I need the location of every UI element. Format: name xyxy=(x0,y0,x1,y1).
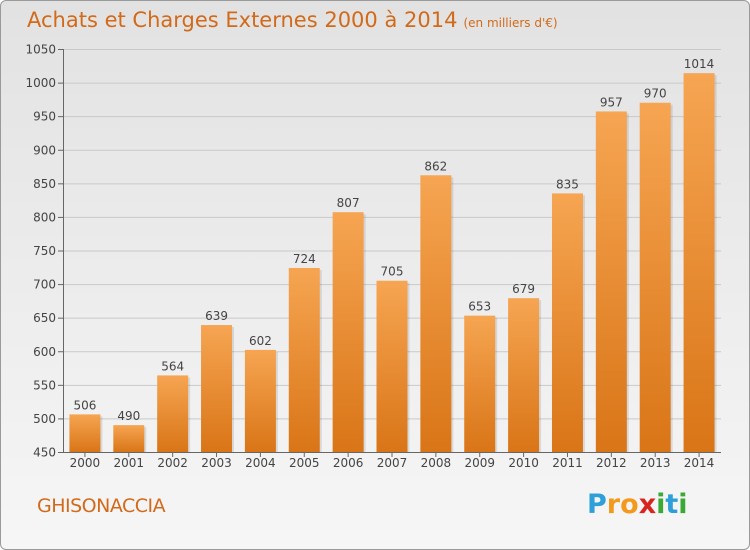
data-label: 724 xyxy=(293,252,316,266)
town-name: GHISONACCIA xyxy=(37,495,166,517)
x-tick-label: 2006 xyxy=(333,456,364,470)
logo-letter: P xyxy=(587,489,607,520)
logo-letter: o xyxy=(620,489,639,520)
y-tick-label: 500 xyxy=(33,412,56,426)
y-tick-label: 900 xyxy=(33,143,56,157)
data-label: 602 xyxy=(249,334,272,348)
bar-2000 xyxy=(69,414,101,452)
x-tick-label: 2012 xyxy=(596,456,627,470)
x-tick-label: 2005 xyxy=(289,456,320,470)
data-label: 835 xyxy=(556,177,579,191)
data-label: 1014 xyxy=(684,57,715,71)
bar-2001 xyxy=(113,425,145,452)
y-tick-label: 1050 xyxy=(25,43,56,57)
x-tick-label: 2002 xyxy=(157,456,188,470)
data-label: 705 xyxy=(381,265,404,279)
data-label: 490 xyxy=(117,409,140,423)
bar-2010 xyxy=(508,298,540,452)
data-label: 639 xyxy=(205,309,228,323)
data-label: 970 xyxy=(644,87,667,101)
data-label: 506 xyxy=(73,398,96,412)
bar-2011 xyxy=(551,193,583,453)
data-label: 862 xyxy=(424,159,447,173)
x-tick-label: 2014 xyxy=(684,456,715,470)
y-tick-label: 950 xyxy=(33,110,56,124)
y-tick-label: 600 xyxy=(33,345,56,359)
x-tick-label: 2013 xyxy=(640,456,671,470)
bar-2012 xyxy=(595,111,627,452)
bar-2013 xyxy=(639,102,671,452)
data-label: 807 xyxy=(337,196,360,210)
y-tick-label: 800 xyxy=(33,210,56,224)
logo-letter: i xyxy=(656,489,666,520)
chart-title: Achats et Charges Externes 2000 à 2014 (e… xyxy=(27,8,558,32)
bar-2003 xyxy=(201,325,233,452)
y-tick-label: 750 xyxy=(33,244,56,258)
y-tick-label: 550 xyxy=(33,378,56,392)
data-label: 564 xyxy=(161,359,184,373)
y-tick-label: 1000 xyxy=(25,76,56,90)
x-tick-label: 2000 xyxy=(70,456,101,470)
bar-2004 xyxy=(244,349,276,452)
logo-letter: t xyxy=(665,489,679,520)
x-tick-label: 2009 xyxy=(464,456,495,470)
data-label: 653 xyxy=(468,300,491,314)
x-tick-label: 2001 xyxy=(114,456,145,470)
proxiti-logo: Proxiti xyxy=(587,489,688,520)
x-tick-label: 2008 xyxy=(421,456,452,470)
bar-2005 xyxy=(288,267,320,452)
chart-title-text: Achats et Charges Externes 2000 à 2014 xyxy=(27,8,458,32)
bar-2002 xyxy=(157,375,189,452)
y-tick-label: 450 xyxy=(33,446,56,460)
x-tick-label: 2003 xyxy=(201,456,232,470)
bar-2008 xyxy=(420,175,452,453)
logo-letter: i xyxy=(678,489,688,520)
logo-letter: r xyxy=(606,489,621,520)
bar-2009 xyxy=(464,315,496,452)
axis-layer: 450 500 550 600 650 700 750 800 850 900 950 1000 105… xyxy=(25,43,721,470)
x-tick-label: 2010 xyxy=(508,456,539,470)
bar-2007 xyxy=(376,280,408,452)
bar-2014 xyxy=(683,73,715,453)
bar-layer: 506 490 564 639 602 724 807 705 862 653 679 835 957 9… xyxy=(69,57,717,453)
x-tick-label: 2007 xyxy=(377,456,408,470)
x-tick-label: 2011 xyxy=(552,456,583,470)
bar-2006 xyxy=(332,212,364,452)
data-label: 679 xyxy=(512,282,535,296)
data-label: 957 xyxy=(600,95,623,109)
y-tick-label: 850 xyxy=(33,177,56,191)
logo-letter: x xyxy=(638,489,657,520)
y-tick-label: 700 xyxy=(33,278,56,292)
x-tick-label: 2004 xyxy=(245,456,276,470)
chart-subtitle: (en milliers d'€) xyxy=(463,16,558,30)
y-tick-label: 650 xyxy=(33,311,56,325)
